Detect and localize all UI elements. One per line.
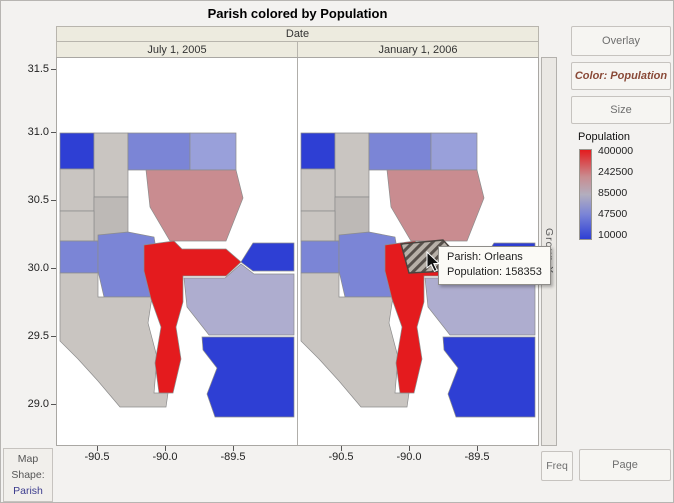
x-tick-mark bbox=[341, 446, 342, 451]
parish-shape[interactable] bbox=[59, 210, 95, 242]
mouse-cursor-icon bbox=[426, 251, 441, 273]
size-button[interactable]: Size bbox=[571, 96, 671, 124]
legend-gradient-bar[interactable] bbox=[579, 149, 592, 240]
legend-tick-label: 47500 bbox=[598, 208, 628, 220]
panel-divider bbox=[297, 58, 298, 445]
parish-shape[interactable] bbox=[240, 242, 295, 272]
parish-shape[interactable] bbox=[300, 168, 336, 212]
parish-tooltip: Parish: Orleans Population: 158353 bbox=[438, 246, 551, 285]
tooltip-parish-line: Parish: Orleans bbox=[447, 251, 523, 263]
parish-shape[interactable] bbox=[189, 132, 237, 171]
y-tick-label: 30.0 bbox=[27, 262, 49, 274]
x-tick-label: -89.5 bbox=[464, 451, 490, 463]
parish-shape[interactable] bbox=[183, 263, 295, 336]
tooltip-population-line: Population: 158353 bbox=[447, 266, 542, 278]
page-drop-zone[interactable]: Page bbox=[579, 449, 671, 481]
y-tick-label: 30.5 bbox=[27, 194, 49, 206]
y-tick-mark bbox=[51, 404, 56, 405]
x-tick-mark bbox=[477, 446, 478, 451]
overlay-button[interactable]: Overlay bbox=[571, 26, 671, 56]
x-tick-label: -90.0 bbox=[152, 451, 178, 463]
parish-shape[interactable] bbox=[300, 132, 336, 170]
map-shape-drop-zone[interactable]: Map Shape: Parish bbox=[3, 448, 53, 502]
x-tick-mark bbox=[409, 446, 410, 451]
parish-shape[interactable] bbox=[143, 240, 242, 394]
panel-label-january-2006: January 1, 2006 bbox=[297, 41, 539, 58]
x-tick-mark bbox=[97, 446, 98, 451]
legend-tick-label: 10000 bbox=[598, 229, 628, 241]
x-tick-label: -90.5 bbox=[328, 451, 354, 463]
parish-shape[interactable] bbox=[430, 132, 478, 171]
map-shape-label-line2: Shape: bbox=[11, 469, 45, 481]
y-tick-label: 31.5 bbox=[27, 63, 49, 75]
parish-shape[interactable] bbox=[127, 132, 191, 171]
y-tick-label: 29.5 bbox=[27, 330, 49, 342]
y-tick-mark bbox=[51, 336, 56, 337]
x-tick-label: -90.0 bbox=[396, 451, 422, 463]
parish-shape[interactable] bbox=[145, 169, 244, 242]
legend-tick-label: 242500 bbox=[598, 166, 634, 178]
freq-drop-zone[interactable]: Freq bbox=[541, 451, 573, 481]
x-tick-label: -89.5 bbox=[220, 451, 246, 463]
parish-shape[interactable] bbox=[201, 336, 295, 418]
map-shape-label-line1: Map bbox=[17, 453, 39, 465]
y-tick-mark bbox=[51, 268, 56, 269]
parish-shape[interactable] bbox=[368, 132, 432, 171]
y-tick-mark bbox=[51, 69, 56, 70]
y-tick-mark bbox=[51, 132, 56, 133]
parish-shape[interactable] bbox=[334, 132, 370, 198]
color-population-button[interactable]: Color: Population bbox=[571, 62, 671, 90]
facet-header-date[interactable]: Date bbox=[56, 26, 539, 42]
parish-shape[interactable] bbox=[59, 132, 95, 170]
parish-shape[interactable] bbox=[93, 132, 129, 198]
y-tick-label: 31.0 bbox=[27, 126, 49, 138]
map-shape-variable: Parish bbox=[13, 485, 43, 497]
parish-shape[interactable] bbox=[442, 336, 536, 418]
x-tick-mark bbox=[233, 446, 234, 451]
parish-shape[interactable] bbox=[59, 240, 99, 274]
legend-tick-label: 400000 bbox=[598, 145, 634, 157]
parish-shape[interactable] bbox=[300, 210, 336, 242]
legend-tick-label: 85000 bbox=[598, 187, 628, 199]
parish-shape[interactable] bbox=[386, 169, 485, 242]
parish-shape[interactable] bbox=[300, 240, 340, 274]
x-tick-label: -90.5 bbox=[84, 451, 110, 463]
y-tick-label: 29.0 bbox=[27, 398, 49, 410]
panel-label-july-2005: July 1, 2005 bbox=[56, 41, 298, 58]
x-tick-mark bbox=[165, 446, 166, 451]
map-panel-july-2005[interactable] bbox=[57, 58, 297, 445]
y-tick-mark bbox=[51, 200, 56, 201]
parish-shape[interactable] bbox=[59, 168, 95, 212]
legend-title: Population bbox=[578, 131, 630, 143]
chart-title: Parish colored by Population bbox=[207, 6, 388, 21]
